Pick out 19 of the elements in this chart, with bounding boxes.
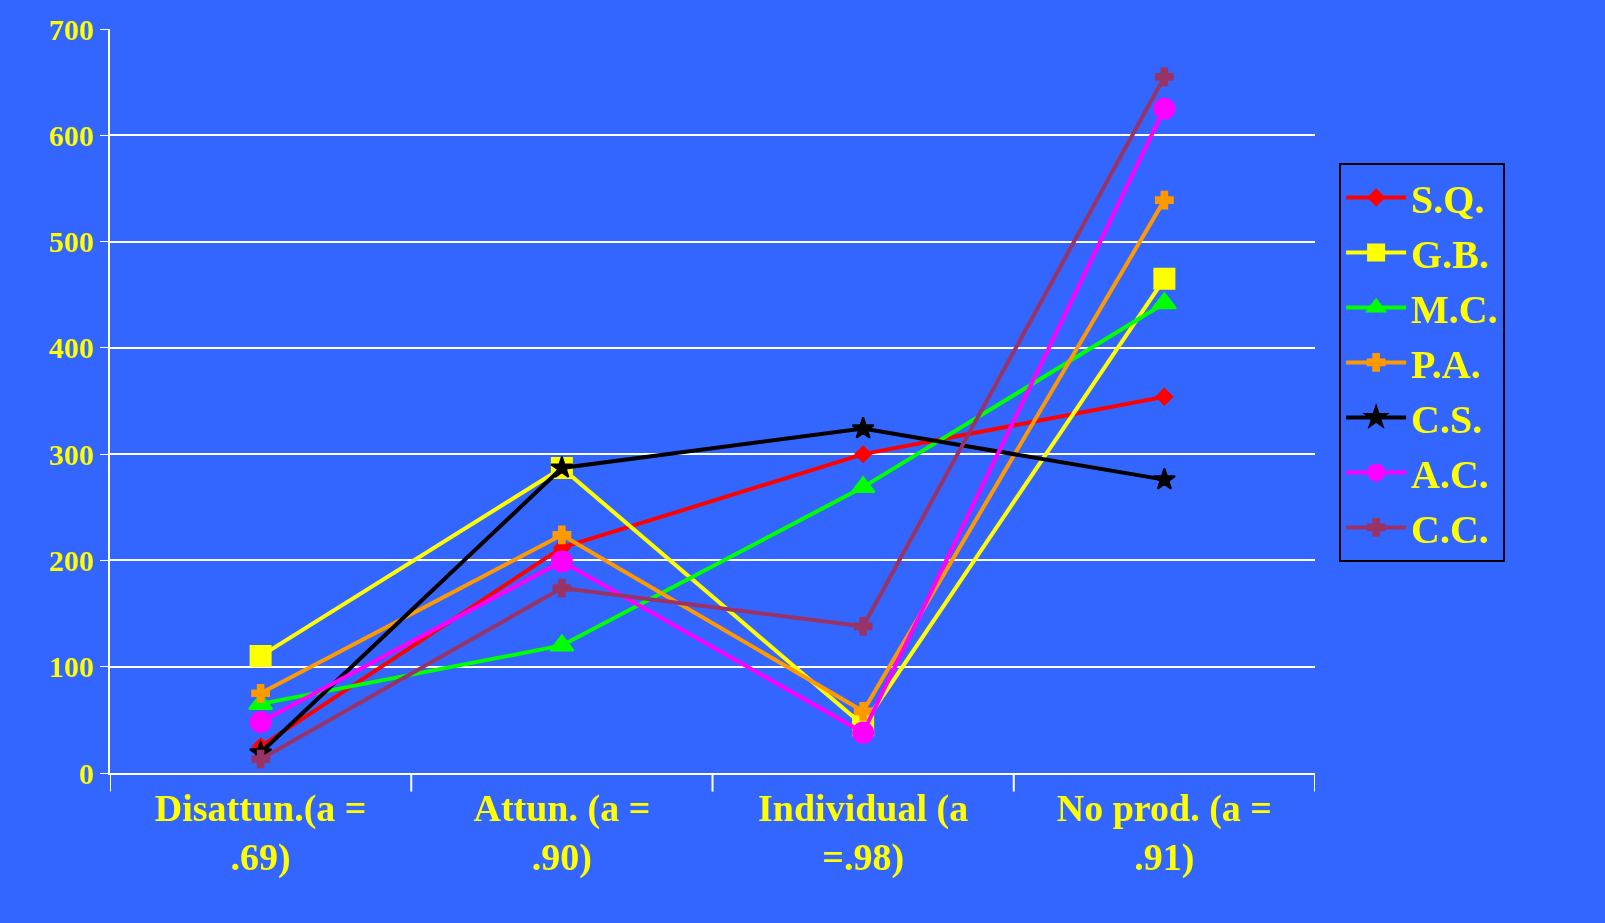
legend-label: A.C. — [1411, 452, 1489, 498]
y-tick-label: 500 — [49, 225, 94, 259]
x-tick-label: Individual (a =.98) — [758, 786, 969, 879]
legend-label: C.C. — [1411, 507, 1489, 553]
y-tick-label: 200 — [49, 543, 94, 577]
x-tick-label: Disattun.(a = .69) — [154, 786, 367, 879]
y-tick-label: 300 — [49, 437, 94, 471]
legend-label: C.S. — [1411, 397, 1483, 443]
legend-label: S.Q. — [1411, 177, 1485, 223]
legend-label: P.A. — [1411, 342, 1481, 388]
y-tick-label: 700 — [49, 12, 94, 46]
x-tick-label: No prod. (a = .91) — [1056, 786, 1272, 879]
legend-label: G.B. — [1411, 232, 1489, 278]
y-tick-label: 0 — [79, 756, 94, 790]
y-tick-label: 600 — [49, 118, 94, 152]
y-tick-label: 100 — [49, 650, 94, 684]
y-tick-label: 400 — [49, 331, 94, 365]
x-tick-label: Attun. (a = .90) — [473, 786, 651, 879]
legend-label: M.C. — [1411, 287, 1498, 333]
